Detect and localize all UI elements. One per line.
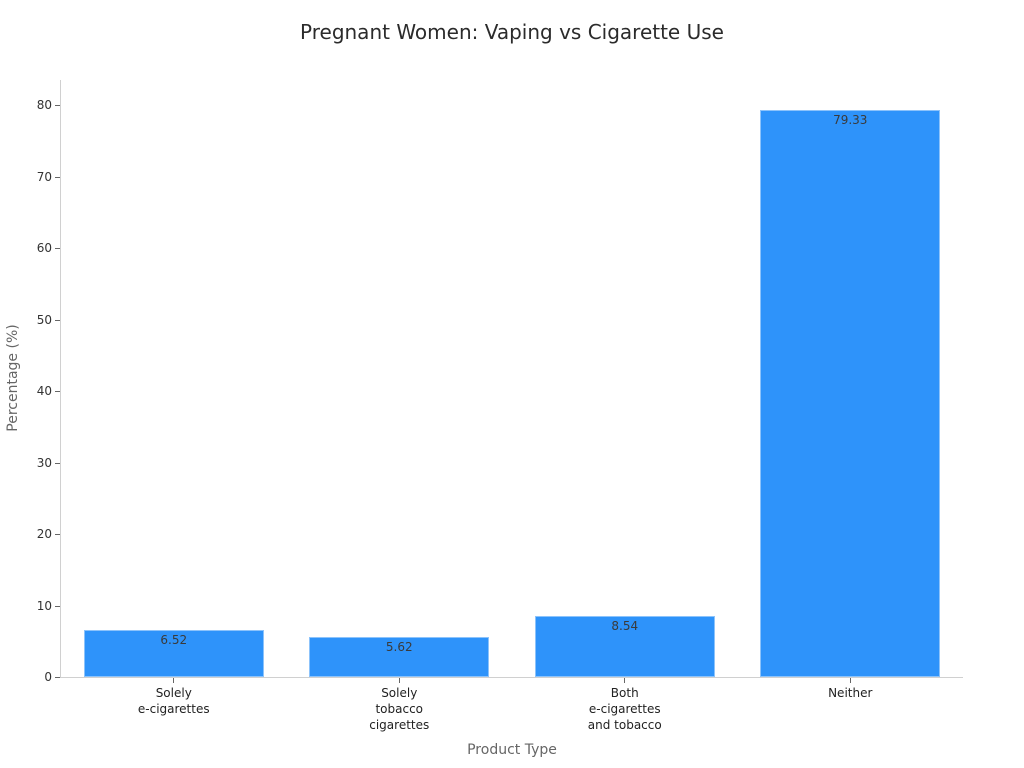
x-tick-label-line: Neither <box>828 686 873 700</box>
y-tick-label: 80 <box>36 98 52 112</box>
x-tick-label-line: and tobacco <box>587 718 662 732</box>
x-tick-label: Solely e-cigarettes <box>84 685 264 717</box>
y-tick-label: 10 <box>36 598 52 613</box>
bar-value-label: 79.33 <box>833 112 868 127</box>
chart-title: Pregnant Women: Vaping vs Cigarette Use <box>300 20 724 44</box>
bar[interactable]: 8.54 <box>534 615 715 677</box>
x-tick-mark <box>398 678 400 683</box>
y-tick: 20 <box>0 527 60 541</box>
x-tick: Solely e-cigarettes <box>84 678 264 717</box>
x-tick-mark <box>849 678 851 683</box>
y-tick-mark <box>55 105 60 106</box>
x-tick-label-line: e-cigarettes <box>137 702 210 716</box>
y-tick-mark <box>55 319 60 321</box>
bar-value-label: 6.52 <box>160 633 188 648</box>
x-tick-label-line: e-cigarettes <box>588 702 661 716</box>
y-tick: 0 <box>0 670 60 684</box>
x-tick-label: Both e-cigarettes and tobacco <box>535 685 715 733</box>
y-tick-mark <box>55 605 60 607</box>
y-tick-mark <box>55 248 60 249</box>
y-tick: 50 <box>0 313 60 327</box>
y-tick: 80 <box>0 98 60 112</box>
y-tick: 60 <box>0 241 60 255</box>
x-tick-mark <box>624 678 626 683</box>
y-tick-mark <box>55 677 60 678</box>
y-tick-label: 20 <box>36 527 52 541</box>
x-tick-label-line: Solely <box>381 686 418 700</box>
bar[interactable]: 5.62 <box>309 636 490 677</box>
y-tick: 70 <box>0 170 60 184</box>
y-tick-label: 70 <box>36 169 52 184</box>
y-tick-mark <box>55 391 60 392</box>
y-tick: 30 <box>0 456 60 470</box>
y-tick-label: 50 <box>36 312 52 327</box>
y-tick-mark <box>55 534 60 535</box>
bar-value-label: 8.54 <box>611 618 639 633</box>
y-tick-mark <box>55 462 60 464</box>
x-tick-label-line: Both <box>610 686 639 700</box>
x-tick: Solely tobacco cigarettes <box>309 678 489 733</box>
bar-value-label: 5.62 <box>385 639 413 654</box>
y-tick-label: 60 <box>36 241 52 255</box>
y-tick-label: 0 <box>44 670 52 684</box>
bar[interactable]: 6.52 <box>83 630 264 677</box>
bar[interactable]: 79.33 <box>760 109 941 677</box>
x-tick-label-line: Solely <box>155 686 192 700</box>
y-tick-mark <box>55 176 60 178</box>
x-tick-label-line: tobacco <box>375 702 424 716</box>
y-tick: 40 <box>0 384 60 398</box>
y-tick-label: 30 <box>36 455 52 470</box>
x-axis-label: Product Type <box>467 742 557 758</box>
x-tick-label: Solely tobacco cigarettes <box>309 685 489 733</box>
x-tick-mark <box>173 678 175 683</box>
x-tick: Neither <box>760 678 940 701</box>
x-tick-label-line: cigarettes <box>369 718 430 732</box>
x-tick: Both e-cigarettes and tobacco <box>535 678 715 733</box>
x-tick-label: Neither <box>760 685 940 701</box>
y-axis-line <box>60 80 61 678</box>
y-axis-label: Percentage (%) <box>5 324 21 432</box>
y-tick-label: 40 <box>36 384 52 398</box>
y-tick: 10 <box>0 599 60 613</box>
x-axis-line <box>60 677 963 678</box>
